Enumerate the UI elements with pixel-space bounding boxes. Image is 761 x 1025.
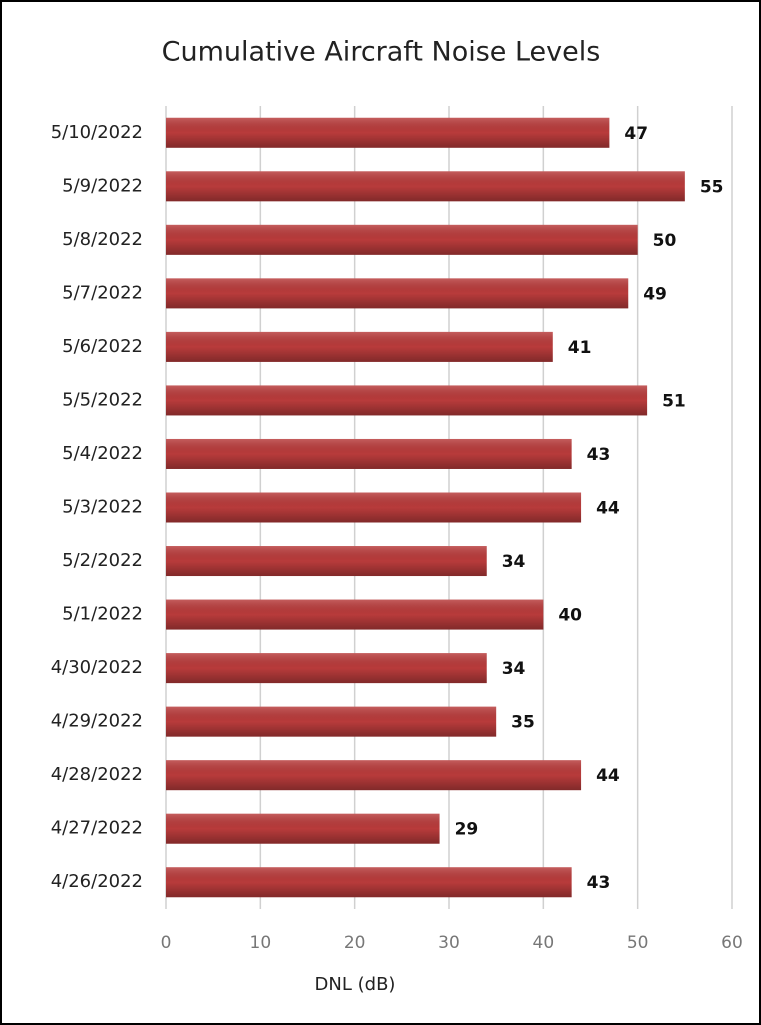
data-label: 35: [511, 713, 535, 733]
data-label: 43: [587, 445, 611, 465]
data-label: 43: [587, 873, 611, 893]
y-tick-label: 4/28/2022: [51, 764, 143, 785]
bar-shade: [166, 492, 582, 523]
bar-shade: [166, 760, 582, 791]
y-tick-label: 5/7/2022: [62, 282, 143, 303]
bar-shade: [166, 813, 440, 844]
bar-shade: [166, 546, 487, 577]
bar-shade: [166, 117, 610, 148]
y-tick-label: 4/29/2022: [51, 711, 143, 732]
y-tick-label: 5/6/2022: [62, 336, 143, 357]
y-tick-label: 5/10/2022: [51, 122, 143, 143]
chart-title: Cumulative Aircraft Noise Levels: [162, 37, 601, 68]
y-tick-label: 4/26/2022: [51, 871, 143, 892]
x-axis-label: DNL (dB): [315, 974, 396, 995]
y-tick-label: 4/27/2022: [51, 818, 143, 839]
data-label: 51: [662, 391, 686, 411]
data-label: 29: [455, 820, 479, 840]
bar-shade: [166, 278, 629, 309]
x-tick-label: 0: [161, 933, 172, 953]
bar-shade: [166, 867, 572, 898]
data-label: 34: [502, 552, 526, 572]
x-tick-label: 30: [438, 933, 460, 953]
y-tick-label: 5/1/2022: [62, 604, 143, 625]
x-tick-label: 60: [721, 933, 743, 953]
data-label: 47: [624, 124, 648, 144]
y-tick-label: 5/9/2022: [62, 175, 143, 196]
data-label: 40: [558, 606, 582, 626]
y-tick-label: 5/8/2022: [62, 229, 143, 250]
bar-shade: [166, 331, 553, 362]
bar-shade: [166, 171, 685, 202]
bar-shade: [166, 224, 638, 255]
data-label: 50: [653, 231, 677, 251]
data-label: 34: [502, 659, 526, 679]
x-tick-label: 20: [344, 933, 366, 953]
bar-shade: [166, 385, 648, 416]
data-label: 41: [568, 338, 592, 358]
y-tick-label: 5/2/2022: [62, 550, 143, 571]
data-label: 44: [596, 766, 620, 786]
x-tick-label: 50: [627, 933, 649, 953]
y-tick-label: 4/30/2022: [51, 657, 143, 678]
y-tick-label: 5/4/2022: [62, 443, 143, 464]
bar-shade: [166, 438, 572, 469]
data-label: 44: [596, 499, 620, 519]
bar-shade: [166, 599, 544, 630]
data-label: 55: [700, 177, 724, 197]
data-label: 49: [643, 284, 667, 304]
bar-shade: [166, 706, 497, 737]
y-tick-label: 5/5/2022: [62, 389, 143, 410]
bar-shade: [166, 653, 487, 684]
y-tick-label: 5/3/2022: [62, 497, 143, 518]
x-tick-label: 40: [533, 933, 555, 953]
x-tick-label: 10: [250, 933, 272, 953]
